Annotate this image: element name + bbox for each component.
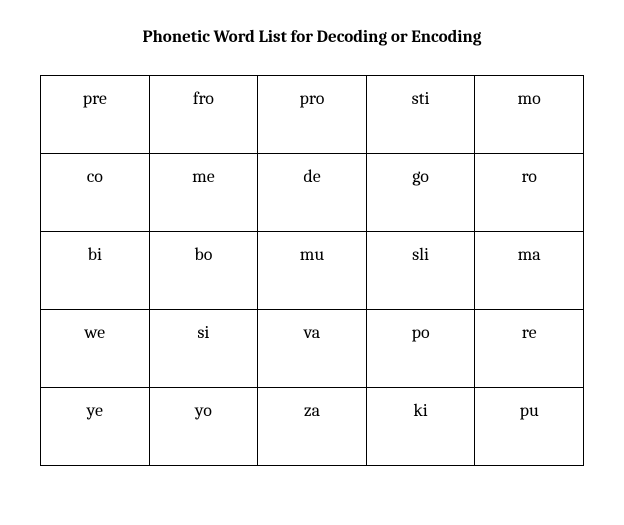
table-cell: pro	[258, 76, 367, 154]
table-cell: za	[258, 388, 367, 466]
table-cell: de	[258, 154, 367, 232]
table-row: pre fro pro sti mo	[41, 76, 584, 154]
table-cell: re	[475, 310, 584, 388]
table-cell: ki	[366, 388, 475, 466]
table-cell: ma	[475, 232, 584, 310]
table-cell: bi	[41, 232, 150, 310]
table-cell: pu	[475, 388, 584, 466]
table-cell: ye	[41, 388, 150, 466]
table-cell: si	[149, 310, 258, 388]
page-container: Phonetic Word List for Decoding or Encod…	[0, 0, 624, 486]
table-cell: we	[41, 310, 150, 388]
table-cell: fro	[149, 76, 258, 154]
table-cell: pre	[41, 76, 150, 154]
table-cell: me	[149, 154, 258, 232]
table-cell: va	[258, 310, 367, 388]
table-cell: go	[366, 154, 475, 232]
table-row: co me de go ro	[41, 154, 584, 232]
page-title: Phonetic Word List for Decoding or Encod…	[40, 28, 584, 47]
table-cell: po	[366, 310, 475, 388]
table-cell: sli	[366, 232, 475, 310]
table-row: we si va po re	[41, 310, 584, 388]
table-cell: ro	[475, 154, 584, 232]
table-cell: bo	[149, 232, 258, 310]
table-cell: sti	[366, 76, 475, 154]
table-cell: mo	[475, 76, 584, 154]
table-row: ye yo za ki pu	[41, 388, 584, 466]
table-cell: yo	[149, 388, 258, 466]
table-row: bi bo mu sli ma	[41, 232, 584, 310]
phonetic-table: pre fro pro sti mo co me de go ro bi bo …	[40, 75, 584, 466]
table-cell: co	[41, 154, 150, 232]
table-cell: mu	[258, 232, 367, 310]
